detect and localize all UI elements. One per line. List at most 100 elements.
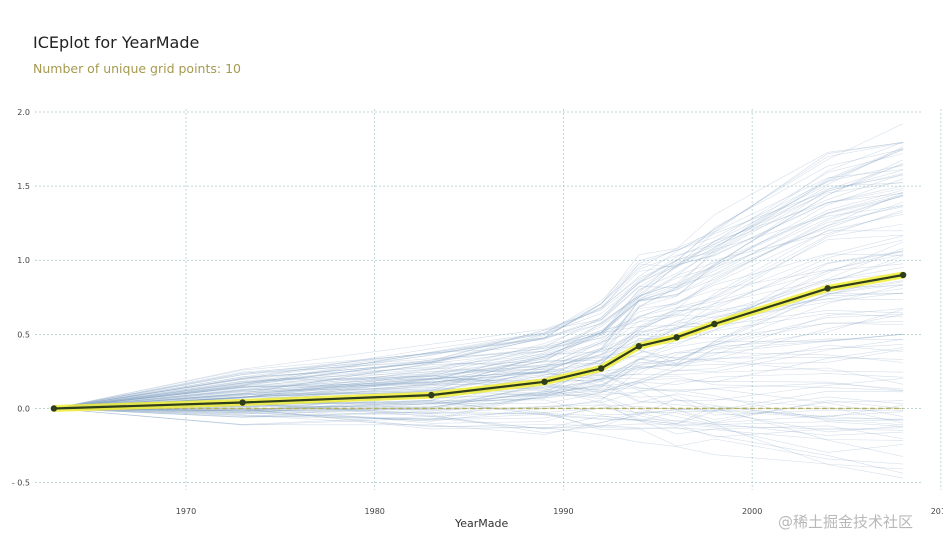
pdp-point	[635, 342, 643, 350]
ice-line	[53, 400, 904, 430]
pdp-layer	[50, 271, 907, 412]
ice-line	[53, 196, 904, 409]
ice-line	[53, 400, 904, 429]
ice-line	[53, 308, 904, 409]
ice-line	[53, 373, 904, 409]
ice-line	[53, 234, 904, 409]
ice-line	[53, 153, 904, 409]
ice-line	[53, 211, 904, 409]
ice-line	[53, 185, 904, 409]
ice-line	[53, 388, 904, 420]
ice-line	[53, 148, 904, 409]
ice-line	[53, 169, 904, 409]
chart-title: ICEplot for YearMade	[33, 33, 200, 52]
y-tick-label: - 0.5	[12, 479, 30, 488]
grid-layer	[35, 109, 942, 490]
ice-line	[53, 375, 904, 409]
pdp-point	[597, 365, 605, 372]
ice-line	[53, 344, 904, 409]
ice-line	[53, 334, 904, 409]
pdp-point	[428, 391, 435, 399]
pdp-point	[673, 334, 680, 341]
pdp-point	[50, 405, 58, 412]
ice-line	[53, 142, 904, 409]
ice-line	[53, 349, 904, 409]
x-tick-label: 1970	[176, 507, 196, 516]
tick-labels: - 0.5 0.0 0.5 1.0 1.5 2.0 1970 1980 1990 2000 2010	[12, 108, 943, 516]
ice-line	[53, 368, 904, 422]
ice-line	[53, 195, 904, 409]
ice-line	[53, 164, 904, 409]
ice-line	[53, 192, 904, 412]
ice-lines-layer	[53, 123, 904, 479]
pdp-point	[541, 378, 548, 385]
ice-line	[53, 408, 904, 440]
ice-line	[53, 383, 904, 421]
ice-line	[53, 239, 904, 409]
ice-line	[53, 292, 904, 409]
ice-line	[53, 313, 904, 415]
ice-line	[53, 370, 904, 417]
ice-line	[53, 284, 904, 420]
ice-line	[53, 169, 904, 409]
ice-line	[53, 352, 904, 409]
ice-line	[53, 201, 904, 409]
watermark: @稀土掘金技术社区	[778, 513, 914, 531]
ice-line	[53, 192, 904, 409]
ice-line	[53, 259, 904, 409]
ice-line	[53, 142, 904, 409]
ice-line	[53, 205, 904, 409]
ice-line	[53, 178, 904, 409]
ice-line	[53, 195, 904, 409]
ice-line	[53, 141, 904, 409]
ice-line	[53, 283, 904, 418]
ice-line	[53, 396, 904, 435]
x-tick-label: 2000	[742, 507, 762, 516]
ice-line	[53, 162, 904, 409]
ice-line	[53, 281, 904, 414]
ice-line	[53, 293, 904, 409]
x-axis-label: YearMade	[455, 517, 509, 530]
ice-line	[53, 408, 904, 470]
ice-line	[53, 146, 904, 409]
ice-line	[53, 375, 904, 479]
ice-line	[53, 371, 904, 426]
ice-line	[53, 191, 904, 409]
ice-line	[53, 164, 904, 409]
ice-line	[53, 267, 904, 409]
y-tick-label: 1.0	[17, 256, 30, 265]
ice-line	[53, 181, 904, 409]
ice-line	[53, 399, 904, 436]
y-tick-label: 1.5	[17, 182, 30, 191]
ice-line	[53, 123, 904, 409]
ice-line	[53, 333, 904, 409]
ice-line	[53, 367, 904, 409]
ice-line	[53, 230, 904, 409]
ice-line	[53, 390, 904, 424]
ice-line	[53, 173, 904, 409]
ice-line	[53, 250, 904, 409]
pdp-point	[711, 320, 718, 328]
x-tick-label: 1980	[365, 507, 385, 516]
ice-line	[53, 182, 904, 409]
ice-line	[53, 405, 904, 430]
ice-line	[53, 321, 904, 409]
ice-line	[53, 148, 904, 409]
ice-line	[53, 408, 904, 441]
ice-line	[53, 254, 904, 409]
x-tick-label: 2010	[931, 507, 943, 516]
ice-line	[53, 263, 904, 409]
ice-line	[53, 280, 904, 409]
pdp-point	[824, 285, 831, 292]
ice-line	[53, 400, 904, 453]
ice-line	[53, 401, 904, 430]
ice-line	[53, 404, 904, 427]
ice-line	[53, 378, 904, 420]
pdp-point	[239, 399, 246, 406]
y-tick-label: 2.0	[17, 108, 30, 117]
ice-line	[53, 374, 904, 457]
ice-line	[53, 334, 904, 409]
ice-line	[53, 147, 904, 409]
y-tick-label: 0.0	[17, 404, 30, 413]
